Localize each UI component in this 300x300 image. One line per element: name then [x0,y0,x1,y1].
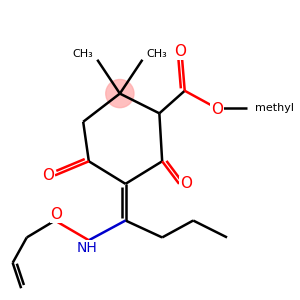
Text: NH: NH [77,241,98,255]
Text: CH₃: CH₃ [72,49,93,59]
Text: CH₃: CH₃ [147,49,167,59]
Text: O: O [42,168,54,183]
Text: O: O [180,176,192,191]
Text: O: O [50,207,62,222]
Text: methyl: methyl [255,103,294,113]
Circle shape [106,80,134,108]
Text: O: O [211,102,223,117]
Text: O: O [175,44,187,59]
